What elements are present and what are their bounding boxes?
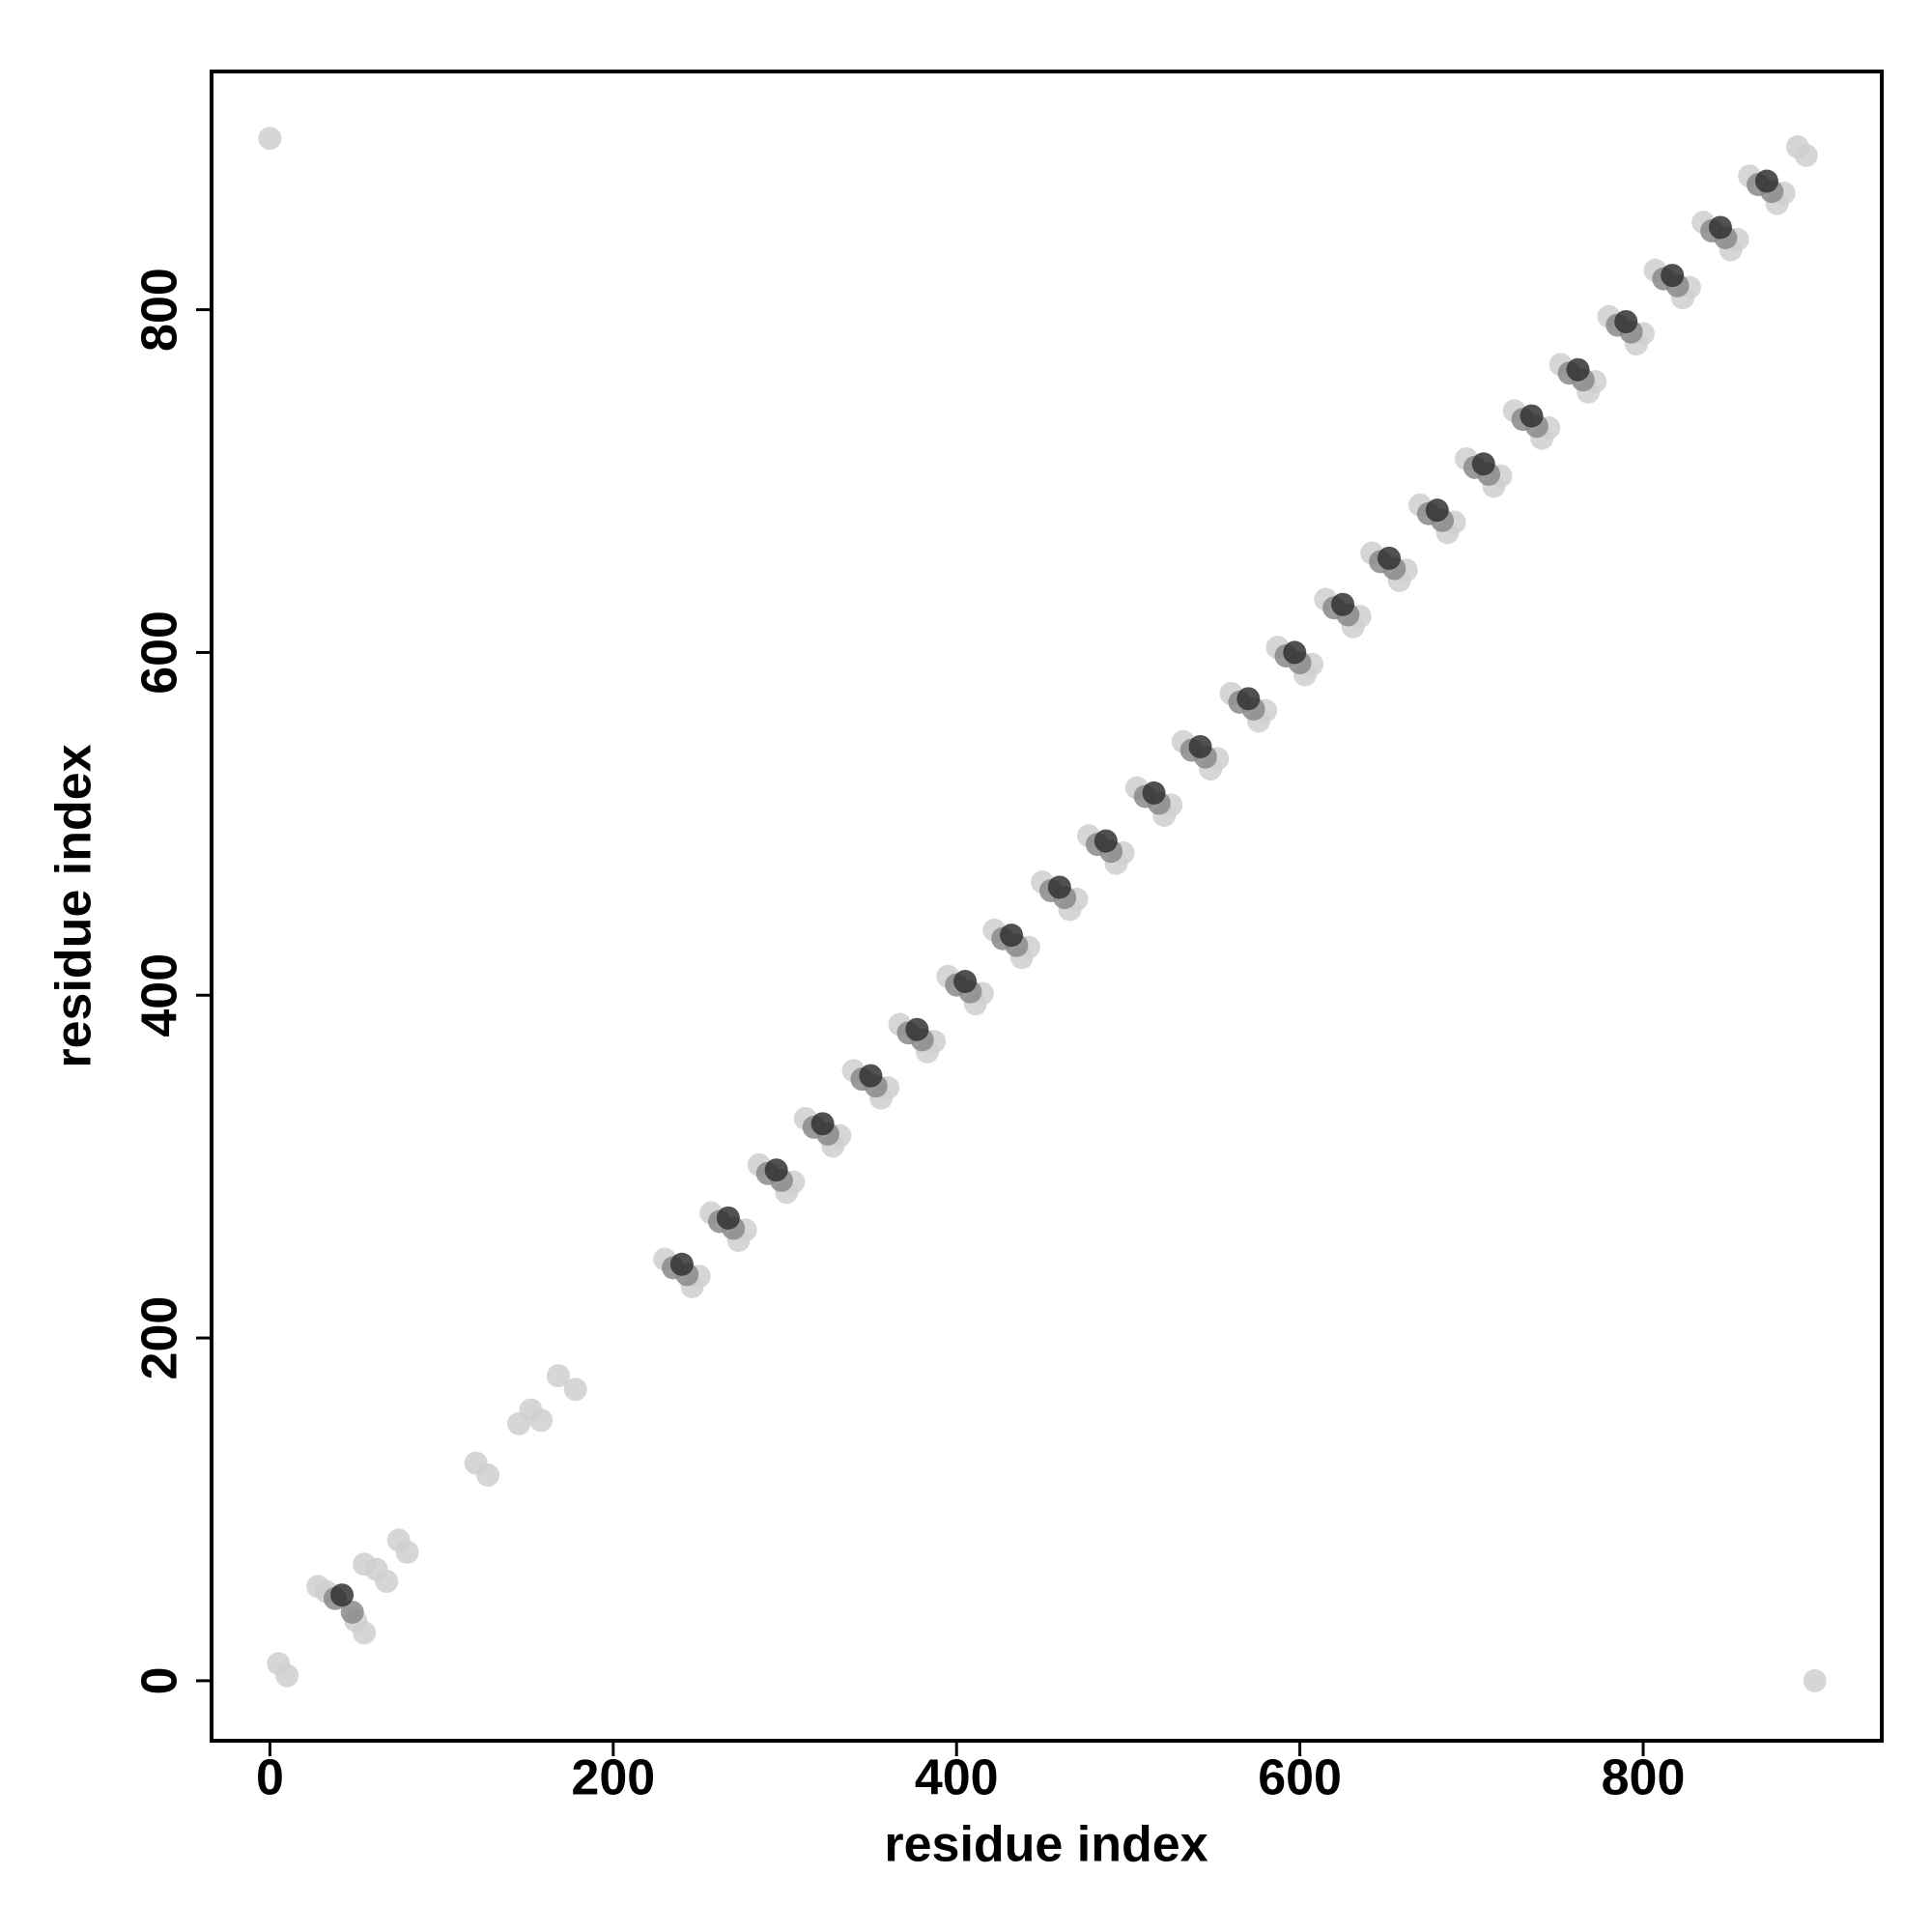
y-tick-label: 0 — [132, 1666, 188, 1694]
point — [1188, 735, 1212, 759]
point — [476, 1463, 500, 1488]
point — [1378, 546, 1402, 570]
point — [375, 1570, 399, 1594]
x-tick-label: 400 — [915, 1750, 999, 1806]
y-tick-label: 600 — [132, 611, 188, 695]
point — [905, 1017, 929, 1041]
point — [1283, 640, 1307, 665]
point — [1754, 169, 1778, 193]
point — [546, 1364, 570, 1388]
x-tick-label: 800 — [1602, 1750, 1686, 1806]
point — [340, 1600, 364, 1624]
point — [669, 1252, 694, 1276]
x-tick-label: 600 — [1258, 1750, 1342, 1806]
point — [716, 1206, 740, 1230]
point — [1614, 310, 1638, 334]
point — [1785, 135, 1809, 159]
point — [1425, 498, 1449, 523]
x-axis-label: residue index — [884, 1817, 1208, 1873]
point — [330, 1583, 355, 1607]
point — [1236, 687, 1261, 711]
x-tick-label: 0 — [256, 1750, 284, 1806]
point — [1094, 829, 1118, 853]
point — [1708, 215, 1732, 240]
x-tick-label: 200 — [571, 1750, 655, 1806]
point — [1142, 781, 1166, 805]
y-tick-label: 200 — [132, 1296, 188, 1380]
point — [529, 1408, 554, 1433]
point — [353, 1621, 377, 1645]
point — [1803, 1668, 1827, 1692]
plot-frame — [210, 70, 1884, 1743]
point — [1331, 592, 1355, 616]
point — [1471, 452, 1495, 476]
point — [1566, 357, 1590, 382]
point — [1047, 875, 1071, 899]
point — [1661, 264, 1685, 288]
point — [953, 970, 978, 994]
point — [810, 1112, 835, 1136]
point — [258, 127, 282, 151]
point — [275, 1663, 299, 1688]
point — [764, 1158, 788, 1182]
y-tick-label: 800 — [132, 268, 188, 352]
point — [859, 1064, 883, 1088]
y-tick-label: 400 — [132, 953, 188, 1037]
point — [1000, 923, 1024, 948]
point — [395, 1540, 419, 1564]
y-axis-label: residue index — [46, 744, 102, 1067]
point — [1520, 404, 1544, 428]
plot-area — [258, 127, 1827, 1692]
point — [563, 1378, 587, 1402]
